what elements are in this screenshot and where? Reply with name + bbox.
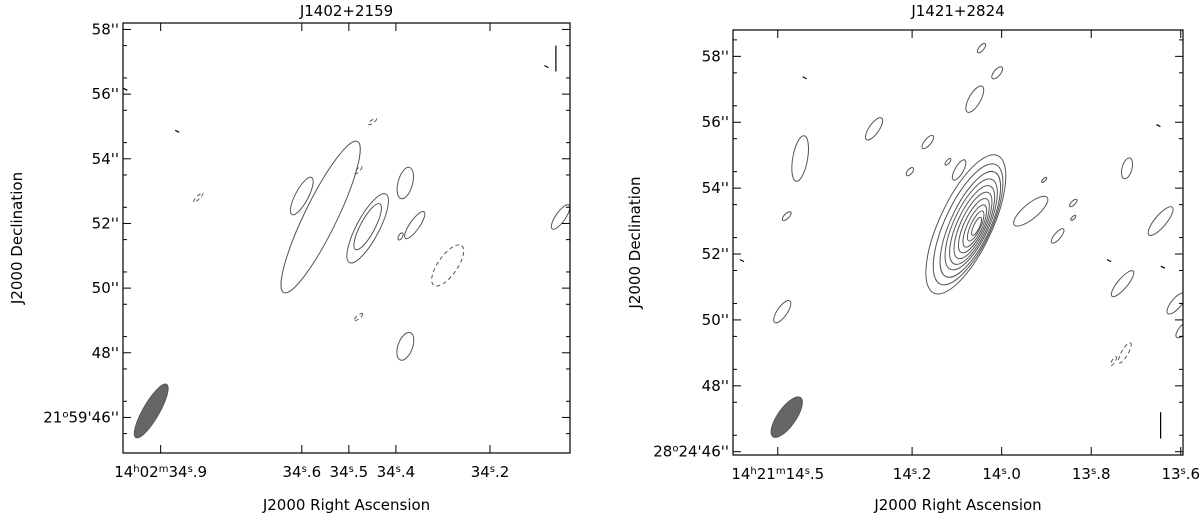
x-axis-label: J2000 Right Ascension — [262, 496, 430, 514]
chart-title: J1402+2159 — [299, 2, 393, 20]
positive-contour — [925, 154, 1007, 295]
y-tick-label: 54'' — [702, 179, 729, 197]
negative-contour — [193, 192, 204, 203]
y-tick-label: 28o24'46'' — [653, 443, 729, 461]
positive-contour — [353, 203, 382, 251]
x-tick-label: 13s.6 — [1161, 465, 1200, 483]
noise-mark — [802, 76, 807, 80]
positive-contour — [346, 193, 389, 264]
negative-contour — [1110, 356, 1117, 366]
y-tick-label: 52'' — [702, 245, 729, 263]
x-tick-label: 34s.2 — [471, 463, 510, 481]
positive-contour — [550, 204, 570, 230]
x-tick-label: 14s.2 — [893, 465, 932, 483]
positive-contour — [1147, 206, 1174, 236]
y-tick-label: 21o59'46'' — [43, 408, 119, 426]
positive-contour — [949, 185, 996, 265]
positive-contour — [1069, 198, 1078, 208]
positive-contour — [1013, 195, 1049, 227]
noise-mark — [1106, 259, 1112, 263]
positive-contour — [944, 178, 998, 271]
y-tick-label: 54'' — [92, 150, 119, 168]
panel-j1421: J1421+2824 J2000 Right Ascension J2000 Dec… — [626, 2, 1200, 514]
y-axis-label: J2000 Declination — [626, 176, 644, 309]
x-tick-label: 14s.0 — [982, 465, 1021, 483]
negative-contour — [367, 118, 377, 126]
positive-contour — [781, 211, 792, 222]
plot-frame — [122, 22, 571, 454]
positive-contour — [396, 331, 415, 361]
negative-contour — [354, 165, 363, 175]
x-tick-label: 14h21m14s.5 — [731, 465, 824, 483]
noise-mark — [1156, 124, 1161, 128]
positive-contour — [944, 157, 952, 166]
positive-contour — [773, 300, 792, 324]
plot-area — [123, 45, 570, 439]
negative-contour — [431, 244, 465, 287]
y-tick-label: 50'' — [92, 279, 119, 297]
positive-contour — [962, 204, 988, 248]
positive-contour — [976, 42, 987, 54]
plot-area — [739, 42, 1183, 439]
positive-contour — [932, 163, 1004, 286]
positive-contour — [965, 85, 985, 113]
noise-mark — [174, 129, 180, 133]
positive-contour — [951, 159, 967, 181]
noise-mark — [123, 87, 128, 91]
positive-contour — [953, 191, 993, 260]
y-tick-label: 52'' — [92, 214, 119, 232]
positive-contour — [397, 232, 404, 241]
panel-j1402: J1402+2159 J2000 Right Ascension J2000 Dec… — [8, 2, 571, 514]
positive-contour — [991, 66, 1004, 80]
positive-contour — [1166, 292, 1183, 315]
positive-contour — [791, 135, 809, 182]
positive-contour — [1050, 228, 1065, 244]
y-tick-label: 56'' — [702, 113, 729, 131]
x-tick-label: 14h02m34s.9 — [114, 463, 207, 481]
y-tick-label: 48'' — [92, 344, 119, 362]
beam-ellipse — [770, 396, 803, 438]
positive-contour — [289, 176, 314, 216]
negative-contour — [353, 312, 364, 322]
positive-contour — [1070, 214, 1077, 221]
positive-contour — [864, 117, 884, 141]
positive-contour — [1041, 176, 1048, 183]
positive-contour — [1121, 157, 1134, 180]
positive-contour — [957, 198, 990, 254]
y-tick-label: 48'' — [702, 377, 729, 395]
y-tick-label: 58'' — [92, 20, 119, 38]
x-axis-label: J2000 Right Ascension — [873, 496, 1041, 514]
positive-contour — [404, 211, 426, 240]
positive-contour — [905, 167, 915, 177]
chart-title: J1421+2824 — [910, 2, 1004, 20]
positive-contour — [921, 134, 935, 150]
plot-frame — [732, 29, 1184, 456]
positive-contour — [280, 140, 361, 294]
noise-mark — [544, 65, 549, 69]
x-tick-label: 34s.5 — [330, 463, 369, 481]
x-tick-label: 34s.4 — [377, 463, 416, 481]
positive-contour — [396, 166, 414, 200]
y-tick-label: 56'' — [92, 85, 119, 103]
beam-ellipse — [133, 383, 169, 439]
y-tick-label: 58'' — [702, 47, 729, 65]
positive-contour — [1110, 270, 1135, 298]
positive-contour — [971, 216, 983, 236]
x-tick-label: 13s.8 — [1072, 465, 1111, 483]
negative-contour — [1117, 342, 1132, 364]
y-tick-label: 50'' — [702, 311, 729, 329]
positive-contour — [939, 170, 1002, 278]
positive-contour — [1175, 321, 1183, 339]
positive-contour — [966, 210, 985, 242]
y-axis-label: J2000 Declination — [8, 172, 26, 305]
noise-mark — [1160, 265, 1166, 269]
x-tick-label: 34s.6 — [282, 463, 321, 481]
noise-mark — [739, 259, 745, 263]
